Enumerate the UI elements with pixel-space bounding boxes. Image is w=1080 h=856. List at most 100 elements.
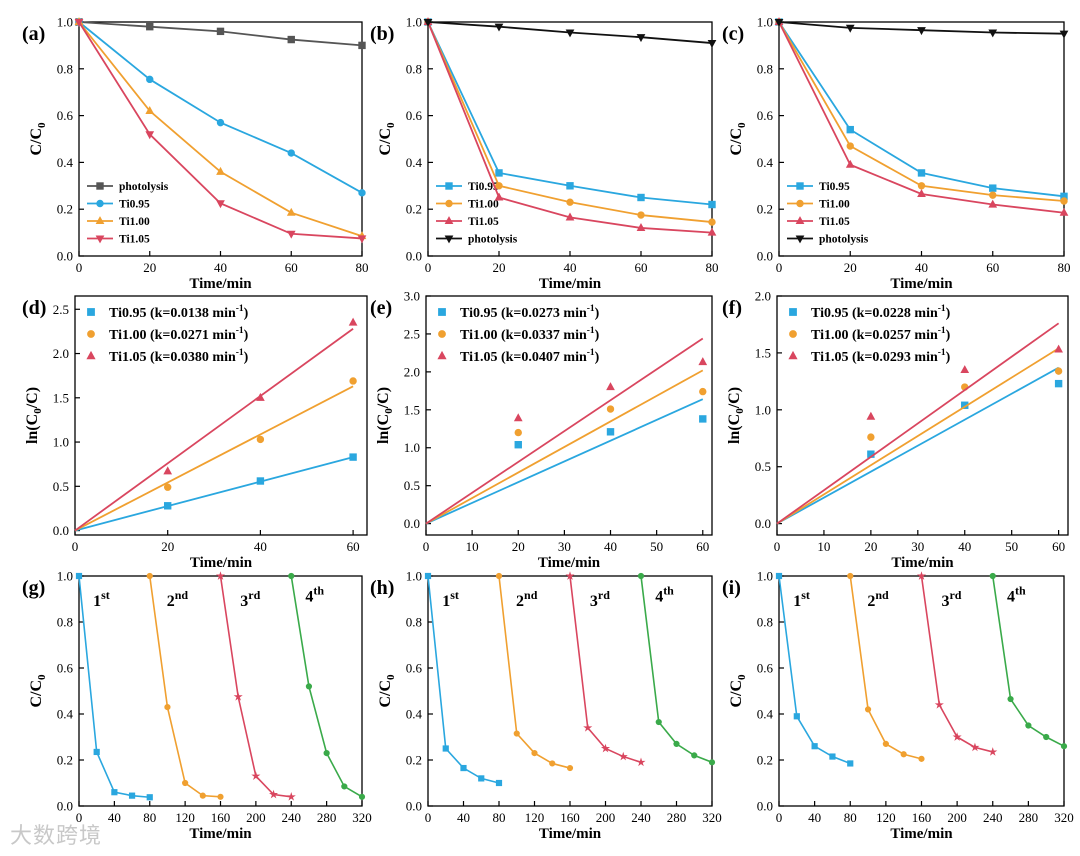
y-tick-label: 0.0 — [53, 523, 69, 538]
cycle-line-3rd — [219, 575, 292, 798]
x-axis-title: Time/min — [539, 276, 602, 292]
legend-marker — [788, 350, 798, 360]
x-tick-label: 0 — [425, 260, 432, 275]
legend-label: Ti0.95 (k=0.0138 min-1) — [109, 304, 249, 321]
data-point — [960, 365, 970, 374]
panel-label: (g) — [22, 577, 45, 599]
legend-close: ) — [595, 306, 600, 321]
y-tick-label: 2.5 — [404, 326, 420, 341]
y-axis-title: ln(C0/C) — [726, 387, 746, 444]
data-point — [698, 357, 708, 366]
data-point — [606, 405, 615, 413]
y-axis-title: C/C0 — [728, 674, 748, 708]
data-point — [866, 411, 876, 420]
data-point — [514, 428, 522, 437]
data-point — [163, 483, 172, 491]
x-axis-title: Time/min — [890, 276, 953, 292]
x-axis-title: Time/min — [891, 555, 954, 571]
legend-marker — [444, 216, 454, 225]
data-point — [513, 730, 520, 737]
x-tick-label: 320 — [352, 810, 372, 825]
y-tick-label: 1.0 — [755, 402, 771, 417]
cycle-label: 4th — [305, 583, 324, 605]
data-point — [216, 166, 225, 175]
cycle-label: 1st — [793, 588, 810, 610]
x-tick-label: 160 — [560, 810, 580, 825]
x-tick-label: 10 — [466, 539, 479, 554]
cycle-line-2nd — [148, 575, 221, 798]
legend-superscript: -1 — [938, 304, 946, 314]
data-point — [775, 572, 783, 580]
data-point — [269, 789, 279, 799]
data-point — [460, 764, 467, 772]
x-axis-title: Time/min — [890, 826, 953, 842]
x-tick-label: 20 — [161, 539, 174, 554]
data-point — [774, 18, 784, 27]
data-point — [917, 189, 926, 198]
legend-label: Ti1.00 — [119, 216, 150, 228]
x-tick-label: 240 — [282, 810, 302, 825]
data-point — [845, 24, 855, 33]
x-tick-label: 280 — [1019, 810, 1039, 825]
x-tick-label: 60 — [1052, 539, 1065, 554]
data-point — [495, 779, 503, 787]
y-tick-label: 0.2 — [757, 202, 773, 217]
y-tick-label: 0.0 — [404, 516, 420, 531]
legend-label: Ti0.95 — [119, 199, 150, 211]
y-axis-title: C/C0 — [728, 122, 748, 156]
x-axis-title: Time/min — [538, 555, 601, 571]
y-tick-label: 1.0 — [53, 435, 69, 450]
x-tick-label: 60 — [347, 539, 360, 554]
legend-marker — [789, 308, 797, 316]
panel-label: (c) — [722, 23, 744, 45]
data-point — [323, 750, 330, 757]
data-point — [357, 235, 367, 244]
data-point — [146, 22, 154, 31]
fit-line — [425, 337, 704, 525]
fit-line — [776, 366, 1060, 525]
y-axis-title: ln(C0/C) — [375, 387, 395, 444]
x-tick-label: 30 — [558, 539, 571, 554]
y-tick-label: 0.2 — [757, 753, 773, 768]
data-point — [1025, 722, 1032, 729]
data-point — [917, 182, 926, 190]
data-point — [216, 118, 225, 127]
ylabel-subscript: 0 — [36, 674, 48, 680]
legend-label: Ti1.00 (k=0.0271 min-1) — [109, 326, 249, 343]
ylabel-subscript: 0 — [385, 674, 397, 680]
x-tick-label: 40 — [254, 539, 267, 554]
data-point — [256, 392, 265, 401]
y-tick-label: 3.0 — [404, 289, 420, 304]
legend-label: photolysis — [819, 234, 869, 246]
legend-superscript: -1 — [938, 326, 946, 336]
panel-b: (b) 0 20 40 60 80 0.0 0.2 0.4 0.6 0.8 1.0 Time/min C/… — [370, 15, 719, 293]
data-point — [287, 35, 295, 44]
y-tick-label: 2.0 — [53, 346, 69, 361]
legend-marker — [95, 235, 105, 244]
data-point — [514, 441, 522, 449]
data-point — [494, 23, 504, 32]
legend-marker — [95, 216, 105, 225]
y-tick-label: 2.5 — [53, 302, 69, 317]
panel-f: (f) 0 10 20 30 40 50 60 0.0 0.5 1.0 1.5 2.0 Time/min l… — [722, 289, 1069, 571]
data-point — [349, 453, 357, 461]
y-tick-label: 2.0 — [404, 364, 420, 379]
legend-marker — [96, 182, 104, 190]
x-tick-label: 200 — [596, 810, 616, 825]
data-point — [358, 793, 366, 800]
data-point — [216, 200, 225, 209]
cycle-line-3rd — [569, 575, 642, 764]
data-point — [358, 189, 366, 197]
data-point — [565, 571, 575, 580]
legend-superscript: -1 — [236, 326, 244, 336]
x-tick-label: 30 — [911, 539, 924, 554]
data-point — [288, 572, 295, 580]
y-tick-label: 1.0 — [406, 569, 422, 584]
y-tick-label: 0.6 — [406, 108, 423, 123]
data-point — [918, 755, 925, 762]
data-point — [637, 193, 645, 202]
cycle-line-3rd — [920, 575, 993, 753]
x-tick-label: 60 — [986, 260, 999, 275]
data-point — [566, 764, 574, 772]
data-point — [565, 29, 575, 38]
